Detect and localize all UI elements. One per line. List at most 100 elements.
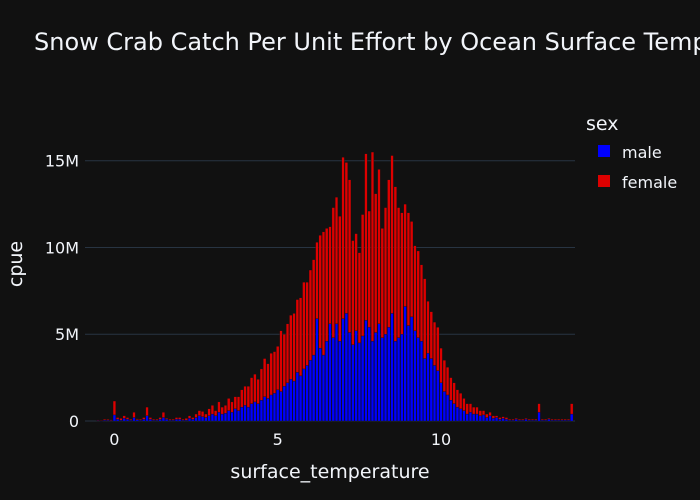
bar-female xyxy=(423,278,427,359)
x-tick-label: 10 xyxy=(431,430,451,449)
bar-female xyxy=(446,367,450,396)
bar-female xyxy=(439,347,443,383)
bar-male xyxy=(325,341,329,422)
bar-male xyxy=(478,415,482,422)
legend-item-female[interactable]: female xyxy=(598,173,677,192)
bar-female xyxy=(462,398,466,411)
bar-female xyxy=(135,418,139,420)
bar-female xyxy=(449,377,453,401)
bar-female xyxy=(230,401,234,413)
bar-female xyxy=(253,374,257,403)
bar-female xyxy=(553,419,557,421)
bar-female xyxy=(478,410,482,416)
bar-male xyxy=(354,330,358,422)
bar-male xyxy=(289,379,293,422)
bar-male xyxy=(142,419,146,422)
bar-female xyxy=(325,228,329,342)
bar-female xyxy=(566,419,570,421)
bar-male xyxy=(328,323,332,422)
y-tick-label: 15M xyxy=(45,152,79,171)
bar-male xyxy=(204,417,208,422)
bar-male xyxy=(292,380,296,422)
bar-female xyxy=(158,417,162,420)
bar-male xyxy=(475,413,479,422)
bar-male xyxy=(286,382,290,422)
bar-male xyxy=(410,316,414,422)
bar-female xyxy=(413,245,417,331)
bar-female xyxy=(527,419,531,421)
bar-male xyxy=(341,318,345,422)
bar-female xyxy=(272,351,276,394)
bar-male xyxy=(348,332,352,422)
bar-male xyxy=(165,419,169,422)
bar-female xyxy=(201,411,205,417)
bar-female xyxy=(403,203,407,307)
bar-female xyxy=(289,315,293,380)
bar-female xyxy=(498,417,502,420)
bar-male xyxy=(426,353,430,422)
bar-female xyxy=(560,419,564,421)
bar-female xyxy=(194,413,198,418)
bar-female xyxy=(259,368,263,401)
bar-female xyxy=(168,419,172,421)
bar-female xyxy=(524,418,528,420)
bar-female xyxy=(387,179,391,328)
bar-female xyxy=(521,419,525,421)
bar-female xyxy=(328,226,332,324)
bar-female xyxy=(380,228,384,338)
bar-female xyxy=(302,282,306,370)
bar-female xyxy=(181,419,185,421)
bar-female xyxy=(537,403,541,413)
bar-female xyxy=(223,405,227,414)
bar-male xyxy=(217,412,221,422)
bar-female xyxy=(129,419,133,421)
bar-male xyxy=(495,417,499,422)
bar-male xyxy=(482,414,486,422)
bar-female xyxy=(243,386,247,406)
x-axis-title: surface_temperature xyxy=(230,461,429,483)
bar-male xyxy=(501,418,505,422)
bar-female xyxy=(459,393,463,410)
bar-female xyxy=(468,403,472,413)
bar-female xyxy=(318,235,322,349)
bar-female xyxy=(204,413,208,418)
bar-female xyxy=(384,207,388,335)
legend-item-male[interactable]: male xyxy=(598,143,662,162)
bar-female xyxy=(367,210,371,328)
bar-female xyxy=(491,415,495,419)
legend-label-female: female xyxy=(622,173,677,192)
bar-female xyxy=(465,403,469,415)
bar-female xyxy=(429,311,433,359)
bar-male xyxy=(361,335,365,422)
bar-female xyxy=(472,406,476,415)
bar-female xyxy=(99,420,103,421)
bar-male xyxy=(135,419,139,422)
bar-female xyxy=(148,417,152,420)
bars-layer xyxy=(96,151,574,422)
bar-female xyxy=(188,415,192,419)
bar-female xyxy=(400,212,404,335)
bar-male xyxy=(315,318,319,422)
bar-female xyxy=(390,155,394,314)
legend-title: sex xyxy=(586,113,619,135)
bar-female xyxy=(145,406,149,416)
bar-male xyxy=(416,337,420,422)
bar-female xyxy=(266,363,270,399)
bar-male xyxy=(439,382,443,422)
bar-female xyxy=(197,410,201,416)
bar-female xyxy=(354,233,358,331)
bar-male xyxy=(263,396,267,422)
chart-title: Snow Crab Catch Per Unit Effort by Ocean… xyxy=(34,28,700,56)
plot-area xyxy=(85,100,575,422)
bar-female xyxy=(557,419,561,421)
bar-male xyxy=(112,414,116,422)
bar-male xyxy=(207,415,211,422)
bar-female xyxy=(220,406,224,415)
bar-female xyxy=(544,419,548,421)
bar-female xyxy=(426,301,430,354)
y-tick-label: 0 xyxy=(69,412,79,431)
bar-female xyxy=(165,418,169,420)
bar-male xyxy=(423,358,427,422)
bar-male xyxy=(321,354,325,422)
